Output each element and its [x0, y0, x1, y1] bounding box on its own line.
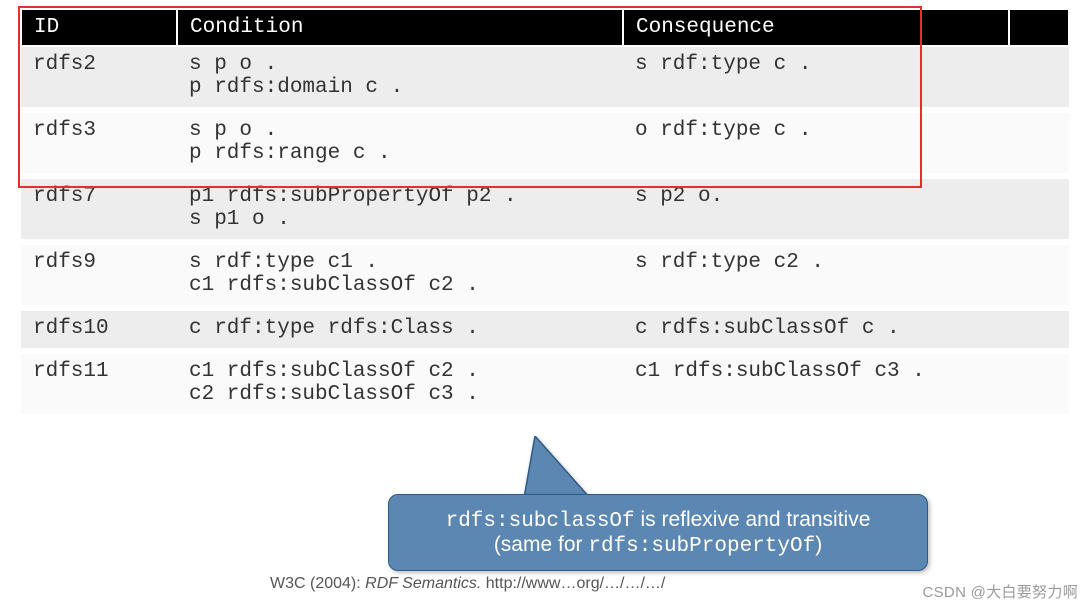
table-row: rdfs3 s p o . p rdfs:range c . o rdf:typ…: [21, 110, 1069, 176]
table-row: rdfs10 c rdf:type rdfs:Class . c rdfs:su…: [21, 308, 1069, 351]
cell-id: rdfs9: [21, 242, 177, 308]
table-row: rdfs9 s rdf:type c1 . c1 rdfs:subClassOf…: [21, 242, 1069, 308]
cell-id: rdfs10: [21, 308, 177, 351]
cell-pad: [1009, 351, 1069, 417]
citation-title: RDF Semantics.: [365, 575, 481, 592]
callout-bubble: rdfs:subclassOf is reflexive and transit…: [388, 494, 928, 571]
cell-condition: s p o . p rdfs:domain c .: [177, 46, 623, 110]
cell-condition: c rdf:type rdfs:Class .: [177, 308, 623, 351]
cell-pad: [1009, 242, 1069, 308]
cell-consequence: s rdf:type c2 .: [623, 242, 1009, 308]
cell-pad: [1009, 110, 1069, 176]
cell-consequence: c1 rdfs:subClassOf c3 .: [623, 351, 1009, 417]
callout-line1-code: rdfs:subclassOf: [446, 510, 635, 533]
table-row: rdfs11 c1 rdfs:subClassOf c2 . c2 rdfs:s…: [21, 351, 1069, 417]
callout-line2-code: rdfs:subPropertyOf: [588, 535, 815, 558]
cell-condition: s rdf:type c1 . c1 rdfs:subClassOf c2 .: [177, 242, 623, 308]
table-row: rdfs7 p1 rdfs:subPropertyOf p2 . s p1 o …: [21, 176, 1069, 242]
citation-line: W3C (2004): RDF Semantics. http://www…or…: [270, 575, 665, 593]
callout-line1-text: is reflexive and transitive: [635, 508, 871, 531]
col-header-pad: [1009, 9, 1069, 46]
watermark-text: CSDN @大白要努力啊: [923, 581, 1079, 602]
table-body: rdfs2 s p o . p rdfs:domain c . s rdf:ty…: [21, 46, 1069, 417]
table-header-row: ID Condition Consequence: [21, 9, 1069, 46]
callout-line2: (same for rdfs:subPropertyOf): [389, 533, 927, 558]
citation-tail: http://www…org/…/…/…/: [481, 575, 665, 592]
col-header-consequence: Consequence: [623, 9, 1009, 46]
cell-id: rdfs2: [21, 46, 177, 110]
callout-line2-prefix: (same for: [494, 533, 589, 556]
citation-prefix: W3C (2004):: [270, 575, 365, 592]
callout-line1: rdfs:subclassOf is reflexive and transit…: [389, 508, 927, 533]
cell-condition: s p o . p rdfs:range c .: [177, 110, 623, 176]
cell-consequence: s p2 o.: [623, 176, 1009, 242]
callout-line2-suffix: ): [815, 533, 822, 556]
cell-id: rdfs11: [21, 351, 177, 417]
cell-condition: c1 rdfs:subClassOf c2 . c2 rdfs:subClass…: [177, 351, 623, 417]
cell-id: rdfs7: [21, 176, 177, 242]
cell-pad: [1009, 308, 1069, 351]
cell-condition: p1 rdfs:subPropertyOf p2 . s p1 o .: [177, 176, 623, 242]
cell-consequence: s rdf:type c .: [623, 46, 1009, 110]
rules-table-container: ID Condition Consequence rdfs2 s p o . p…: [20, 8, 1070, 420]
cell-pad: [1009, 46, 1069, 110]
table-row: rdfs2 s p o . p rdfs:domain c . s rdf:ty…: [21, 46, 1069, 110]
col-header-condition: Condition: [177, 9, 623, 46]
cell-id: rdfs3: [21, 110, 177, 176]
rules-table: ID Condition Consequence rdfs2 s p o . p…: [20, 8, 1070, 420]
col-header-id: ID: [21, 9, 177, 46]
cell-consequence: c rdfs:subClassOf c .: [623, 308, 1009, 351]
cell-consequence: o rdf:type c .: [623, 110, 1009, 176]
cell-pad: [1009, 176, 1069, 242]
